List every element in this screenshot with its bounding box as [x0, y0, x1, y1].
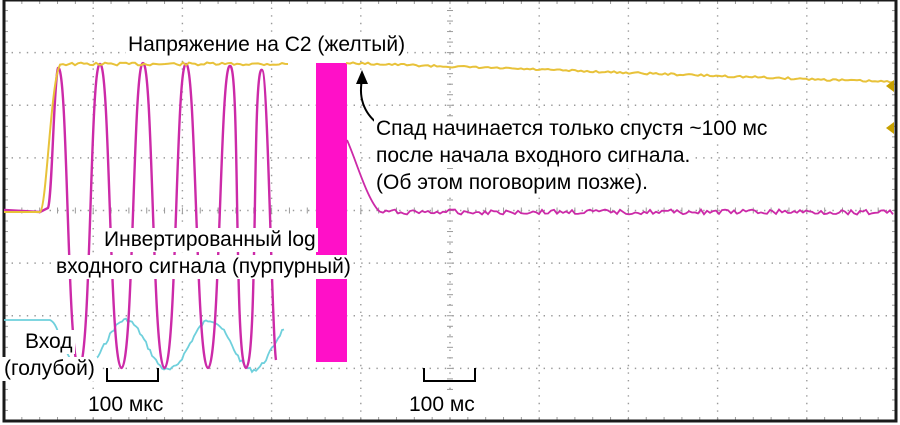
decay-note-line-1: Спад начинается только спустя ~100 мс: [374, 117, 770, 141]
c2-voltage-trace-right: [345, 61, 894, 84]
yellow-trace-title: Напряжение на C2 (желтый): [126, 33, 408, 57]
magenta-trace-label-line-1: Инвертированный log: [102, 228, 318, 252]
input-trace-label-line-1: Вход: [23, 330, 75, 354]
scale-label-left: 100 мкс: [86, 393, 166, 417]
scale-bracket-right: [423, 368, 476, 382]
c2-voltage-trace-left: [4, 61, 289, 213]
log-output-burst: [316, 63, 347, 362]
annotation-arrowhead: [356, 70, 368, 84]
trace-marker-c2: [886, 80, 894, 92]
magenta-trace-label-line-2: входного сигнала (пурпурный): [54, 255, 353, 279]
log-output-trace-left: [3, 61, 278, 370]
decay-note-line-3: (Об этом поговорим позже).: [374, 171, 650, 195]
log-output-trace-right: [346, 139, 894, 216]
scale-bracket-left: [106, 368, 159, 382]
trace-marker-output: [886, 122, 894, 134]
scale-label-right: 100 мс: [407, 393, 477, 417]
decay-note-line-2: после начала входного сигнала.: [374, 144, 693, 168]
input-trace-label-line-2: (голубой): [2, 357, 97, 381]
